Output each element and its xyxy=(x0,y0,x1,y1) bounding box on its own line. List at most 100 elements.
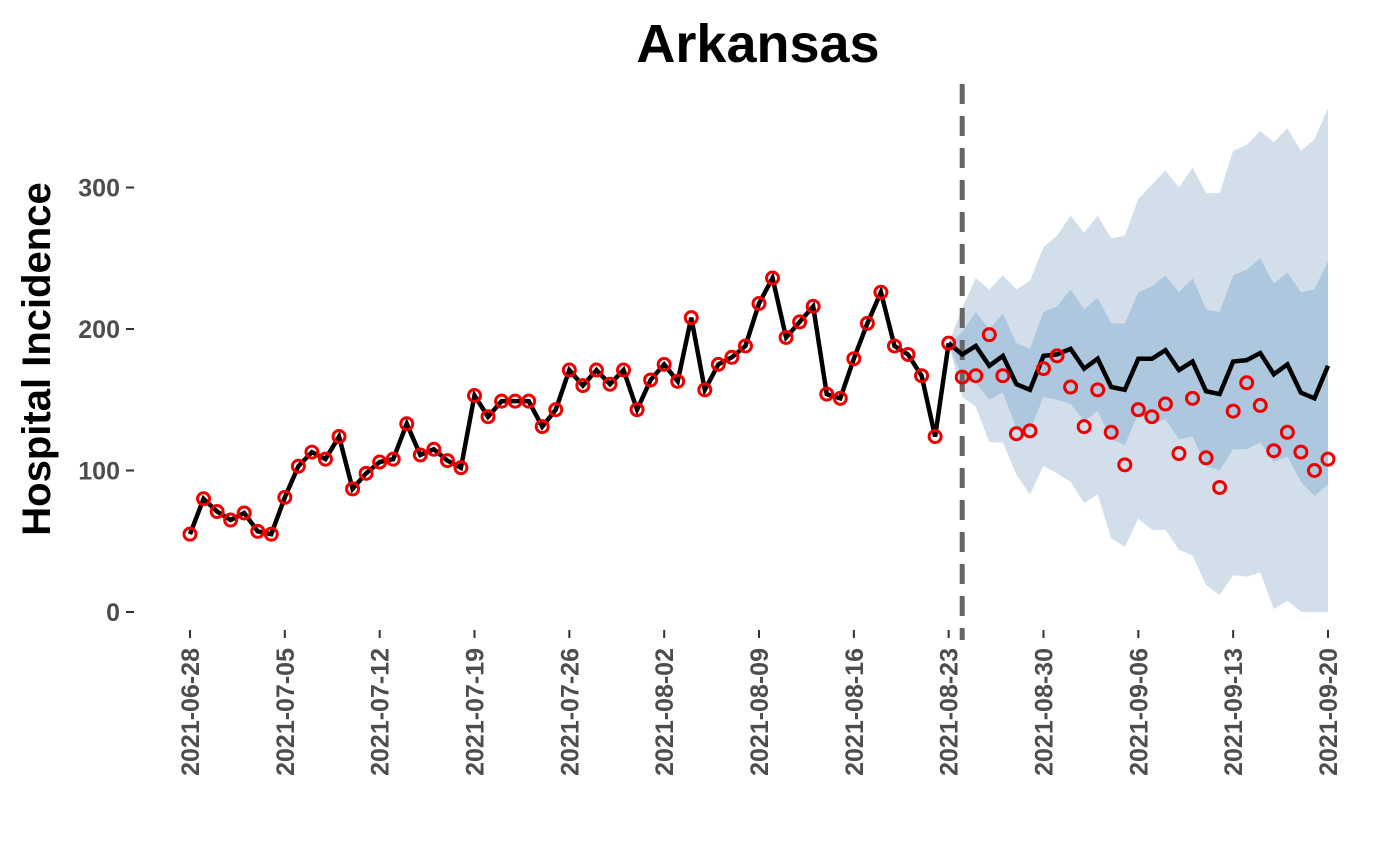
observed-point xyxy=(1008,426,1024,442)
observed-point xyxy=(1036,361,1051,377)
x-tick-label: 2021-08-16 xyxy=(841,648,869,776)
observed-point xyxy=(1293,444,1309,460)
observed-point xyxy=(345,481,361,497)
forecast-band-inner xyxy=(948,258,1328,496)
y-tick-label: 100 xyxy=(78,458,120,486)
observed-point xyxy=(1225,403,1241,419)
observed-points xyxy=(182,270,1336,542)
observed-point xyxy=(995,368,1011,384)
x-tick-label: 2021-08-30 xyxy=(1031,648,1059,776)
observed-point xyxy=(1171,446,1187,462)
observed-point xyxy=(358,465,374,481)
observed-point xyxy=(467,388,482,403)
observed-point xyxy=(941,335,957,351)
y-tick-label: 0 xyxy=(106,599,120,627)
observed-point xyxy=(588,362,604,378)
observed-point xyxy=(968,368,984,384)
forecast-median-line xyxy=(947,341,1331,402)
observed-point xyxy=(480,409,496,425)
observed-point xyxy=(1279,424,1295,440)
observed-point xyxy=(561,362,577,378)
observed-point xyxy=(1130,402,1146,418)
observed-point xyxy=(873,284,889,300)
observed-point xyxy=(832,390,848,406)
observed-point xyxy=(385,451,401,467)
observed-point xyxy=(1185,390,1201,406)
observed-point xyxy=(182,526,198,542)
observed-point xyxy=(954,369,970,385)
y-tick-label: 300 xyxy=(78,175,120,203)
observed-point xyxy=(209,504,225,520)
observed-point xyxy=(1239,375,1255,391)
observed-point xyxy=(331,429,347,445)
observed-point xyxy=(507,393,523,409)
observed-point xyxy=(453,460,469,476)
x-tick-label: 2021-08-23 xyxy=(936,648,964,776)
observed-point xyxy=(710,356,726,372)
observed-point xyxy=(317,451,333,467)
observed-point xyxy=(765,270,781,286)
observed-point xyxy=(1049,348,1065,364)
observed-point xyxy=(223,512,239,528)
observed-point xyxy=(1252,397,1268,413)
observed-point xyxy=(914,368,930,384)
observed-point xyxy=(629,402,645,418)
x-tick-label: 2021-07-26 xyxy=(556,648,584,776)
observed-point xyxy=(548,402,564,418)
observed-point xyxy=(927,429,943,445)
observed-point xyxy=(196,491,212,507)
observed-point xyxy=(1117,457,1133,473)
observed-point xyxy=(859,315,875,331)
observed-point xyxy=(1103,424,1119,440)
observed-point xyxy=(1212,479,1228,495)
observed-point xyxy=(263,526,279,542)
observed-point xyxy=(1063,379,1079,395)
x-tick-label: 2021-09-06 xyxy=(1125,648,1153,776)
observed-point xyxy=(1144,409,1160,425)
observed-point xyxy=(494,393,510,409)
observed-point xyxy=(683,310,699,326)
observed-point xyxy=(724,349,740,365)
observed-point xyxy=(236,505,252,521)
observed-point xyxy=(656,356,672,372)
fitted-line xyxy=(187,271,951,537)
observed-point xyxy=(521,393,537,409)
observed-point xyxy=(399,416,415,432)
observed-point xyxy=(412,447,428,463)
observed-point xyxy=(372,454,388,470)
chart-title: Arkansas xyxy=(636,14,879,74)
x-tick-label: 2021-07-12 xyxy=(367,648,395,776)
observed-point xyxy=(426,441,442,457)
observed-point xyxy=(1320,451,1336,467)
y-axis: 0 100 200 300 xyxy=(78,175,134,627)
observed-point xyxy=(602,376,618,392)
observed-point xyxy=(1198,450,1214,466)
observed-point xyxy=(290,458,306,474)
observed-point xyxy=(1090,382,1106,398)
observed-point xyxy=(737,338,753,354)
observed-point xyxy=(670,373,686,389)
observed-point xyxy=(819,386,835,402)
observed-point xyxy=(805,298,821,314)
observed-point xyxy=(277,489,293,505)
observed-point xyxy=(886,338,902,354)
x-tick-label: 2021-07-19 xyxy=(462,648,490,776)
observed-point xyxy=(697,382,713,398)
observed-point xyxy=(1157,396,1173,412)
observed-point xyxy=(981,327,997,343)
y-tick-label: 200 xyxy=(78,316,120,344)
observed-point xyxy=(846,351,862,367)
x-axis: 2021-06-28 2021-07-05 2021-07-12 2021-07-19… xyxy=(177,630,1343,776)
observed-point xyxy=(304,444,320,460)
observed-point xyxy=(250,523,266,539)
observed-point xyxy=(900,346,916,362)
observed-point xyxy=(1022,423,1038,439)
observed-point xyxy=(534,419,550,435)
observed-point xyxy=(575,378,591,394)
x-tick-label: 2021-06-28 xyxy=(177,648,205,776)
x-tick-label: 2021-08-02 xyxy=(651,648,679,776)
observed-point xyxy=(792,314,808,330)
x-tick-label: 2021-08-09 xyxy=(746,648,774,776)
y-axis-label: Hospital Incidence xyxy=(15,182,59,535)
